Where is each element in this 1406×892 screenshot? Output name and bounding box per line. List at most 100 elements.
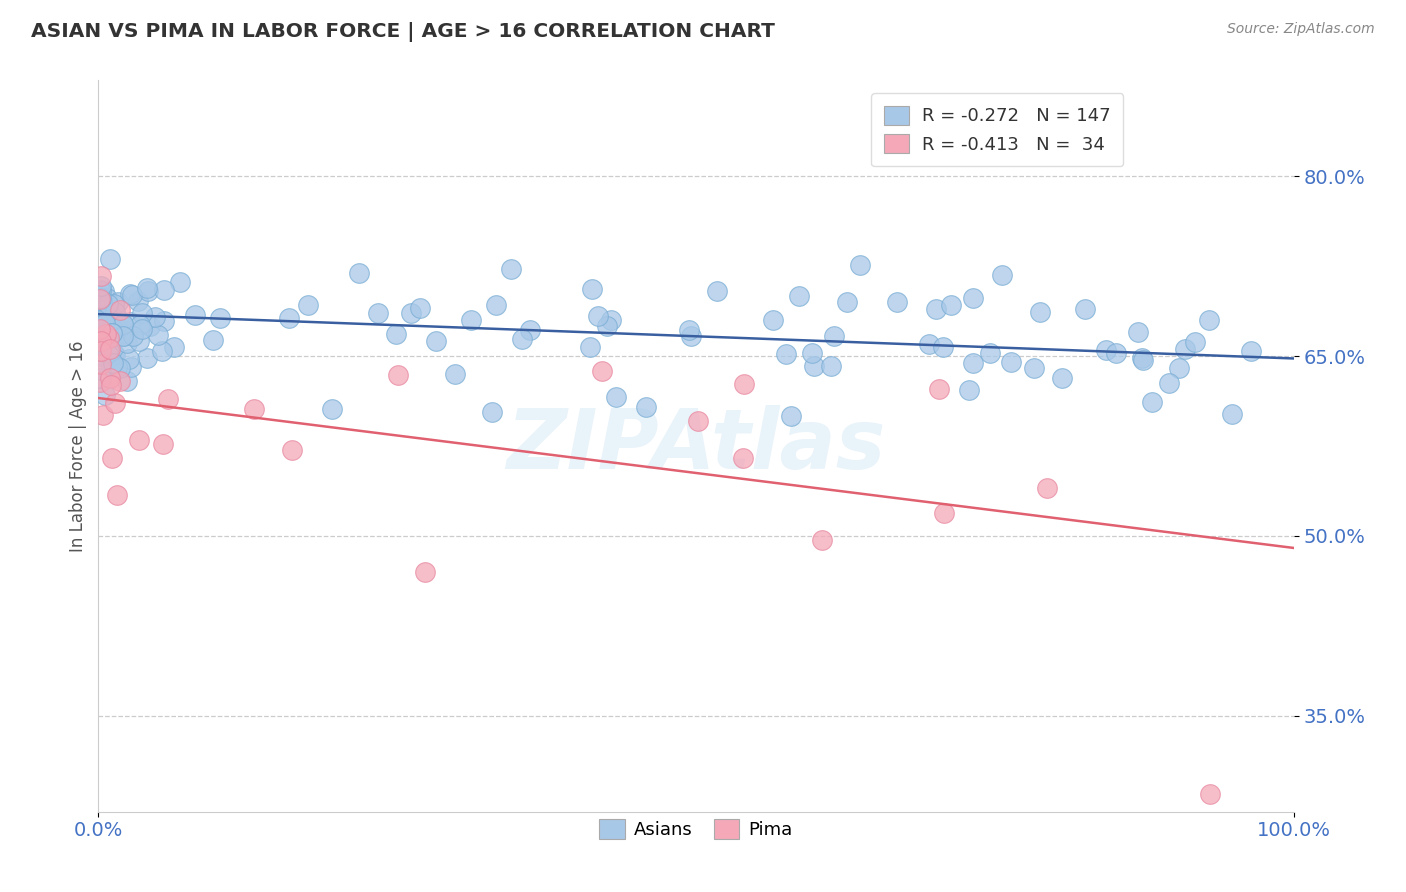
- Point: [105, 360, 128, 375]
- Point: [578, 340, 600, 354]
- Point: [97, 310, 120, 325]
- Point: [481, 405, 503, 419]
- Point: [152, 283, 174, 297]
- Point: [105, 319, 128, 334]
- Point: [118, 351, 141, 366]
- Point: [762, 312, 785, 326]
- Point: [1174, 342, 1197, 356]
- Point: [277, 311, 299, 326]
- Point: [94, 318, 117, 333]
- Point: [1000, 355, 1022, 369]
- Point: [104, 326, 127, 340]
- Point: [101, 310, 124, 325]
- Point: [1105, 346, 1128, 360]
- Point: [139, 319, 162, 334]
- Point: [97, 332, 120, 346]
- Point: [91, 321, 114, 335]
- Point: [98, 341, 121, 355]
- Point: [1130, 351, 1153, 365]
- Point: [90, 279, 112, 293]
- Point: [925, 301, 948, 316]
- Point: [413, 566, 436, 580]
- Point: [686, 414, 709, 428]
- Point: [918, 336, 941, 351]
- Point: [90, 293, 112, 308]
- Point: [90, 334, 112, 348]
- Point: [803, 359, 825, 374]
- Legend: Asians, Pima: Asians, Pima: [592, 813, 800, 847]
- Point: [297, 298, 319, 312]
- Point: [96, 299, 118, 313]
- Point: [957, 383, 980, 397]
- Point: [1029, 305, 1052, 319]
- Point: [1132, 353, 1154, 368]
- Point: [932, 340, 955, 354]
- Point: [823, 329, 845, 343]
- Point: [111, 318, 134, 332]
- Point: [105, 329, 128, 343]
- Point: [101, 356, 124, 370]
- Point: [111, 326, 134, 340]
- Point: [1198, 312, 1220, 326]
- Point: [163, 340, 186, 354]
- Point: [107, 312, 129, 326]
- Point: [401, 306, 423, 320]
- Point: [990, 268, 1012, 283]
- Point: [460, 312, 482, 326]
- Point: [93, 326, 115, 340]
- Point: [1073, 301, 1095, 316]
- Point: [104, 396, 127, 410]
- Point: [101, 451, 124, 466]
- Point: [932, 507, 955, 521]
- Point: [98, 370, 121, 384]
- Point: [184, 308, 207, 322]
- Point: [131, 306, 153, 320]
- Point: [90, 318, 112, 332]
- Point: [128, 334, 150, 348]
- Point: [886, 295, 908, 310]
- Point: [409, 301, 432, 315]
- Point: [122, 329, 145, 343]
- Point: [1094, 343, 1116, 358]
- Point: [152, 437, 174, 451]
- Point: [107, 295, 129, 310]
- Point: [107, 488, 129, 502]
- Point: [678, 323, 700, 337]
- Point: [208, 311, 231, 326]
- Point: [90, 291, 112, 305]
- Point: [93, 312, 115, 326]
- Point: [120, 315, 142, 329]
- Point: [89, 322, 111, 336]
- Point: [93, 388, 115, 402]
- Point: [94, 316, 117, 330]
- Point: [98, 252, 121, 266]
- Point: [129, 318, 152, 332]
- Point: [94, 326, 117, 341]
- Point: [591, 364, 613, 378]
- Point: [91, 408, 114, 422]
- Point: [731, 450, 754, 465]
- Point: [1050, 371, 1073, 385]
- Point: [93, 311, 115, 326]
- Point: [811, 533, 834, 547]
- Point: [100, 378, 122, 392]
- Point: [117, 374, 139, 388]
- Point: [775, 347, 797, 361]
- Point: [634, 401, 657, 415]
- Point: [1240, 343, 1263, 358]
- Point: [347, 266, 370, 280]
- Point: [596, 319, 619, 334]
- Point: [135, 281, 157, 295]
- Text: ASIAN VS PIMA IN LABOR FORCE | AGE > 16 CORRELATION CHART: ASIAN VS PIMA IN LABOR FORCE | AGE > 16 …: [31, 22, 775, 42]
- Point: [1036, 481, 1059, 495]
- Point: [605, 390, 627, 404]
- Point: [96, 291, 118, 305]
- Point: [98, 331, 121, 345]
- Point: [108, 302, 131, 317]
- Point: [706, 284, 728, 298]
- Point: [801, 346, 824, 360]
- Point: [93, 284, 115, 298]
- Point: [499, 262, 522, 277]
- Point: [581, 281, 603, 295]
- Point: [112, 328, 135, 343]
